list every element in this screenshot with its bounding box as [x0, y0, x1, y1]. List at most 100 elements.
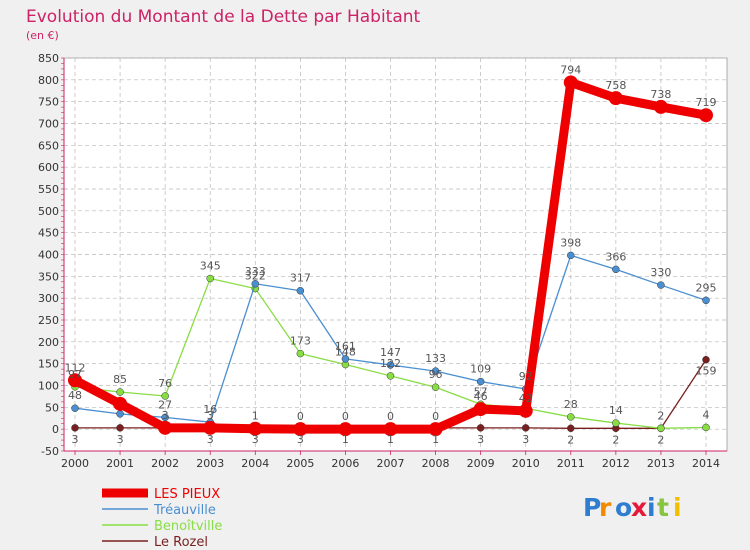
brand-logo: Pr ox i t i — [583, 493, 682, 522]
data-label: 3 — [477, 433, 484, 446]
x-tick-label: 2013 — [647, 457, 675, 470]
series-point-0 — [113, 396, 128, 411]
series-point-0 — [158, 420, 173, 435]
y-tick-label: 300 — [38, 292, 59, 305]
data-label: 2 — [657, 409, 664, 422]
x-tick-label: 2000 — [61, 457, 89, 470]
y-tick-label: 200 — [38, 336, 59, 349]
data-label: 3 — [162, 409, 169, 422]
series-point-2 — [657, 424, 665, 433]
data-label: 1 — [432, 433, 439, 446]
x-tick-label: 2010 — [512, 457, 540, 470]
series-point-0 — [473, 402, 488, 417]
data-label: 85 — [113, 373, 127, 386]
data-label: 16 — [203, 403, 217, 416]
data-label: 366 — [605, 250, 626, 263]
data-label: 3 — [297, 433, 304, 446]
data-label: 345 — [200, 260, 221, 273]
series-point-0 — [338, 422, 353, 437]
y-tick-label: 250 — [38, 314, 59, 327]
series-point-1 — [612, 265, 620, 274]
series-point-0 — [293, 422, 308, 437]
x-tick-label: 2002 — [151, 457, 179, 470]
data-label: 330 — [650, 266, 671, 279]
series-point-2 — [386, 372, 395, 380]
series-point-0 — [428, 422, 443, 437]
data-label: 794 — [560, 63, 581, 76]
data-label: 27 — [158, 398, 172, 411]
data-label: 2 — [657, 433, 664, 446]
y-tick-label: -50 — [41, 445, 59, 458]
x-tick-label: 2014 — [692, 457, 720, 470]
data-label: 173 — [290, 335, 311, 348]
series-point-1 — [116, 410, 124, 418]
legend-label: Le Rozel — [154, 535, 208, 550]
series-point-3 — [71, 424, 79, 432]
data-label: 333 — [245, 265, 266, 278]
data-label: 3 — [72, 433, 79, 446]
y-tick-label: 400 — [38, 249, 59, 262]
data-label: 2 — [612, 433, 619, 446]
brand-letter: x — [631, 493, 647, 522]
chart-subtitle: (en €) — [26, 29, 59, 42]
series-point-1 — [251, 280, 260, 288]
data-label: 3 — [207, 433, 214, 446]
data-label: 161 — [335, 340, 356, 353]
grid-lines — [64, 57, 727, 452]
series-point-2 — [567, 413, 575, 421]
x-tick-label: 2005 — [286, 457, 314, 470]
y-tick-label: 0 — [52, 423, 59, 436]
series-point-1 — [476, 377, 485, 386]
data-label: 0 — [342, 410, 349, 423]
x-tick-label: 2001 — [106, 457, 134, 470]
y-tick-label: 500 — [38, 205, 59, 218]
x-tick-label: 2003 — [196, 457, 224, 470]
series-point-2 — [612, 419, 620, 427]
data-label: 28 — [564, 398, 578, 411]
data-label: 57 — [474, 385, 488, 398]
series-point-2 — [116, 388, 124, 396]
series-point-1 — [431, 367, 440, 375]
data-label: 3 — [522, 433, 529, 446]
data-label: 159 — [696, 365, 717, 378]
y-tick-label: 350 — [38, 270, 59, 283]
data-label: 147 — [380, 346, 401, 359]
data-label: 322 — [245, 270, 266, 283]
data-label: 4 — [703, 408, 710, 421]
series-point-0 — [563, 75, 578, 90]
data-label: 14 — [609, 404, 623, 417]
series-point-3 — [521, 424, 530, 432]
series-point-3 — [567, 424, 575, 433]
data-label: 3 — [117, 433, 124, 446]
x-tick-label: 2009 — [467, 457, 495, 470]
x-tick-label: 2011 — [557, 457, 585, 470]
brand-letter: i — [673, 493, 682, 522]
y-tick-label: 800 — [38, 74, 59, 87]
x-tick-label: 2012 — [602, 457, 630, 470]
series-point-1 — [71, 404, 79, 412]
series-point-3 — [702, 355, 710, 364]
series-point-1 — [702, 296, 710, 305]
data-label: 1 — [387, 433, 394, 446]
series-point-1 — [296, 286, 305, 295]
data-label: 109 — [470, 363, 491, 376]
series-point-3 — [476, 424, 485, 432]
y-tick-label: 150 — [38, 358, 59, 371]
y-tick-label: 550 — [38, 183, 59, 196]
brand-letter: o — [615, 493, 632, 522]
brand-letter: P — [583, 493, 601, 522]
y-tick-label: 750 — [38, 96, 59, 109]
series-point-0 — [383, 422, 398, 437]
brand-letter: i — [647, 493, 656, 522]
data-label: 1 — [342, 433, 349, 446]
x-tick-label: 2008 — [422, 457, 450, 470]
series-point-2 — [431, 383, 440, 391]
series-point-1 — [341, 355, 350, 363]
y-tick-label: 450 — [38, 227, 59, 240]
legend-label: Benoîtville — [154, 519, 222, 534]
x-tick-label: 2006 — [331, 457, 359, 470]
y-tick-label: 100 — [38, 380, 59, 393]
data-label: 3 — [252, 433, 259, 446]
